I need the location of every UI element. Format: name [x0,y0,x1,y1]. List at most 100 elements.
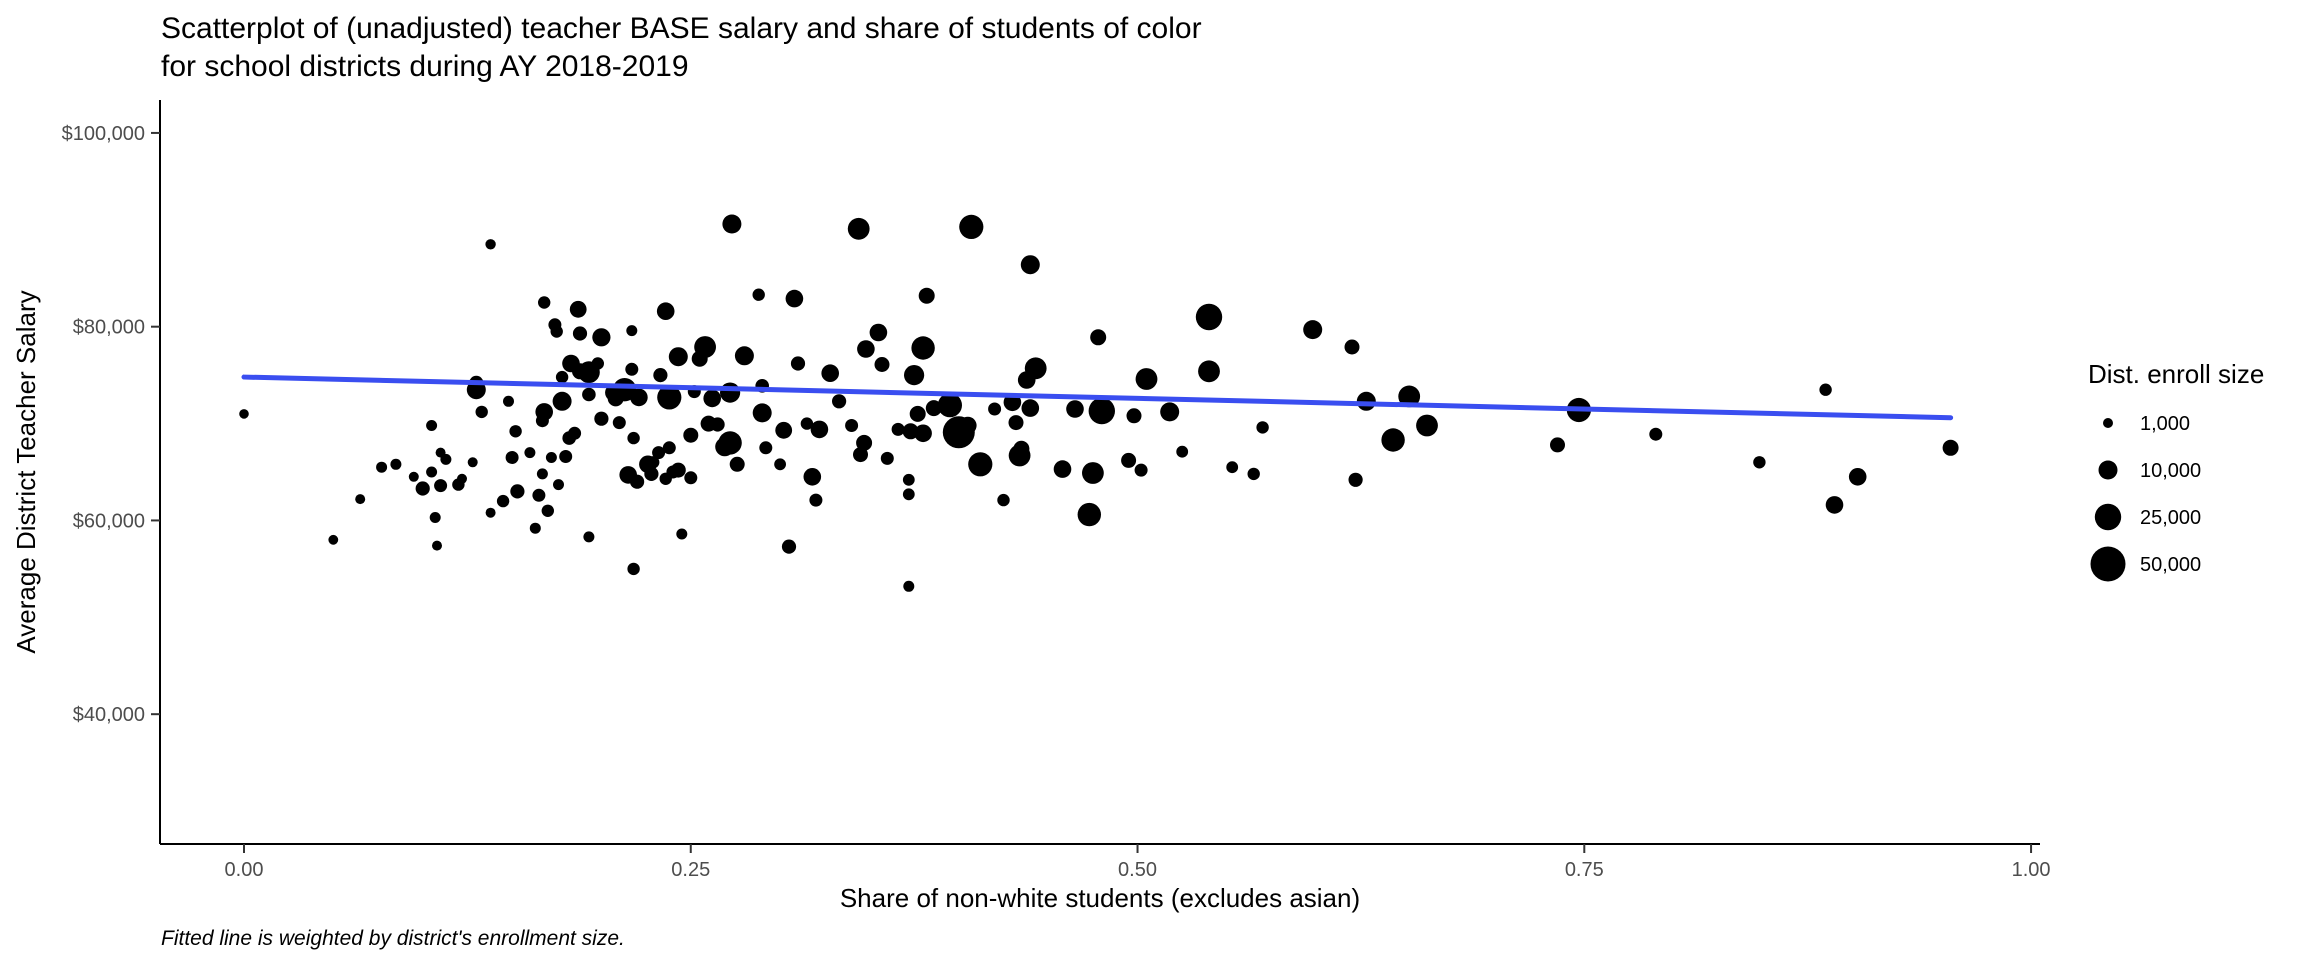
data-point [583,531,595,543]
data-point [538,296,551,309]
data-point [467,457,478,468]
data-point [988,402,1002,416]
y-tick-label: $40,000 [73,704,145,726]
data-point [1649,427,1663,441]
data-point [1416,414,1438,437]
chart-caption: Fitted line is weighted by district's en… [161,927,625,950]
data-point [536,468,548,480]
data-point [552,391,572,411]
data-point [722,214,742,234]
y-tick-label: $100,000 [62,123,145,145]
data-point [1195,303,1223,331]
data-point [676,528,688,540]
data-point [376,461,388,473]
y-tick-label: $80,000 [73,317,145,339]
data-point [440,453,452,465]
data-point [559,450,573,463]
legend-key-dot [2098,460,2118,480]
data-point [909,405,926,422]
data-point [509,425,522,438]
data-point [429,512,441,523]
data-point [541,504,554,517]
data-point [821,364,839,383]
data-point [1848,468,1867,486]
data-point [914,424,932,443]
data-point [718,431,742,455]
data-point [612,416,626,430]
data-point [785,289,804,308]
data-point [355,494,366,505]
data-point [1134,463,1148,477]
data-point [1247,467,1260,481]
chart-title-line-2: for school districts during AY 2018-2019 [161,50,689,83]
data-point [625,362,639,376]
data-point [959,214,984,239]
data-point [803,468,822,486]
data-point [390,458,402,470]
data-point [1344,339,1360,355]
data-point [582,387,596,402]
data-point [475,405,488,419]
data-point [1077,502,1102,527]
data-point [790,356,806,371]
data-point [1135,368,1158,390]
data-point [847,217,870,240]
data-point [1226,461,1239,474]
data-point [524,447,536,459]
data-point [752,403,772,423]
data-point [1090,329,1107,346]
x-tick-label: 0.75 [1565,859,1604,881]
data-point [1256,421,1269,434]
data-point [968,452,993,477]
plot-area: 0.00 0.25 0.50 0.75 1.00 $40,000 $60,000 $80,0… [62,100,2051,881]
data-point [710,417,725,432]
data-point [683,427,699,443]
data-point [1021,399,1040,417]
data-point [532,488,546,502]
data-point [720,382,741,403]
data-point [653,368,668,383]
data-point [1020,255,1040,275]
data-point [503,395,514,407]
data-point [1825,496,1844,514]
legend-entry-label: 1,000 [2140,413,2190,435]
data-point [626,325,638,337]
data-point [591,357,604,370]
data-point [408,471,419,482]
data-point [426,420,438,431]
y-tick-label: $60,000 [73,510,145,532]
data-point [997,493,1010,507]
size-legend: Dist. enroll size 1,000 10,000 25,000 50,00… [2088,359,2264,582]
legend-key-dot [2103,418,2113,428]
x-tick-label: 0.50 [1118,859,1157,881]
data-point [656,302,675,321]
y-axis-ticks: $40,000 $60,000 $80,000 $100,000 [62,123,160,726]
data-point [752,288,765,301]
data-point [809,493,823,507]
data-point [657,385,682,410]
data-point [694,336,716,358]
data-point [432,540,442,551]
data-point [774,458,786,471]
x-tick-label: 0.25 [671,859,710,881]
data-point [1942,439,1959,456]
data-point [1398,385,1421,408]
x-axis-ticks: 0.00 0.25 0.50 0.75 1.00 [225,844,2051,881]
data-point [903,580,915,592]
data-point [880,451,894,465]
data-point [1082,462,1104,484]
data-point [902,488,915,501]
legend-key-dot [2094,503,2122,531]
data-point [529,522,541,534]
data-point [569,300,587,318]
data-point [857,340,875,358]
x-tick-label: 0.00 [225,859,264,881]
data-point [434,479,448,493]
data-point [1160,402,1180,422]
data-point [832,394,847,409]
data-point [644,466,659,481]
data-point [1819,383,1832,396]
fitted-regression-line [241,374,1954,421]
data-point [1176,445,1189,458]
data-point [457,473,467,484]
